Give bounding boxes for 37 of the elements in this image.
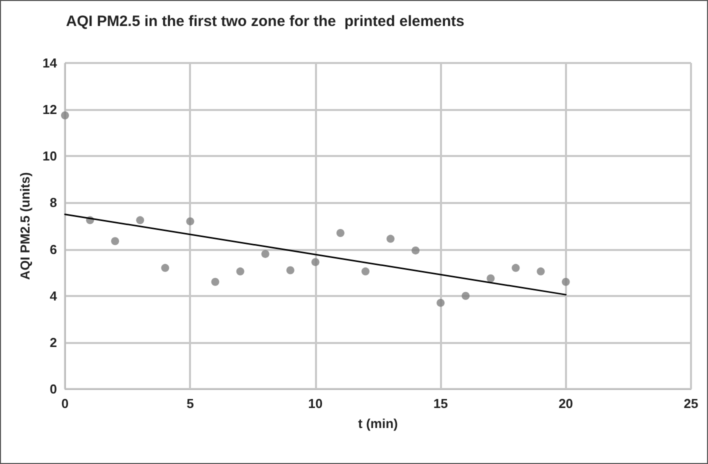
point	[236, 267, 244, 276]
y-tick-label: 12	[42, 102, 57, 118]
point	[536, 267, 545, 276]
x-tick-label: 15	[433, 396, 448, 411]
point	[412, 246, 420, 254]
point	[361, 267, 370, 276]
x-axis-title: t (min)	[358, 416, 398, 431]
point	[311, 258, 320, 266]
point	[61, 111, 69, 120]
y-tick-label: 8	[50, 195, 57, 210]
point	[261, 250, 270, 258]
point	[136, 216, 144, 224]
point	[186, 217, 194, 226]
point	[562, 278, 570, 286]
x-tick-label: 25	[684, 396, 698, 411]
y-axis-title: AQI PM2.5 (units)	[18, 172, 33, 280]
x-tick-label: 10	[308, 396, 323, 411]
point	[286, 266, 294, 274]
y-tick-label: 0	[50, 382, 57, 396]
y-tick-label: 14	[42, 56, 58, 70]
point	[211, 278, 220, 286]
point	[386, 234, 395, 243]
point	[512, 264, 520, 272]
y-tick-label: 2	[50, 334, 57, 350]
point	[436, 298, 445, 307]
y-tick-label: 6	[50, 242, 57, 257]
y-tick-label: 4	[50, 288, 58, 304]
point	[161, 264, 170, 272]
x-tick-label: 20	[558, 396, 574, 411]
x-tick-label: 0	[61, 396, 69, 411]
point	[486, 274, 495, 282]
x-tick-label: 5	[186, 396, 194, 411]
y-tick-label: 10	[42, 148, 57, 164]
point	[111, 237, 120, 246]
chart-title: AQI PM2.5 in the first two zone for the printed elements	[66, 13, 464, 30]
point	[462, 292, 470, 300]
point	[336, 228, 344, 237]
